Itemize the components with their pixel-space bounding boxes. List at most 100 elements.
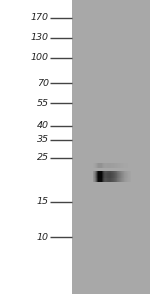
Bar [104,163,105,168]
Bar [114,173,115,178]
Bar [117,163,118,168]
Bar [93,171,94,181]
Bar [109,163,110,168]
Bar [100,173,101,178]
Bar [127,173,128,178]
Bar [104,173,105,178]
Bar [94,171,95,181]
Bar [99,171,100,181]
Text: 35: 35 [37,136,49,144]
Bar [119,171,120,181]
Bar [112,171,113,181]
Bar [102,171,103,181]
Bar [118,163,119,168]
Text: 10: 10 [37,233,49,241]
Bar [111,173,112,178]
Bar [124,163,125,168]
Bar [93,173,94,178]
Bar [93,163,94,168]
Bar [106,171,107,181]
Bar [125,173,126,178]
Bar [109,173,110,178]
Bar [108,171,109,181]
Bar [119,163,120,168]
Bar [98,173,99,178]
Bar [120,163,121,168]
Text: 100: 100 [31,54,49,63]
Bar [104,171,105,181]
Bar [121,173,122,178]
Bar [124,171,125,181]
Bar [123,171,124,181]
Bar [108,173,109,178]
Bar [100,163,101,168]
Bar [94,173,95,178]
Bar [98,163,99,168]
Bar [105,171,106,181]
Bar [105,173,106,178]
Bar [101,173,102,178]
Bar [122,173,123,178]
Bar [106,163,107,168]
Bar [96,171,97,181]
Bar [119,173,120,178]
Bar [96,173,97,178]
Text: 55: 55 [37,98,49,108]
Bar [98,171,99,181]
Bar [122,171,123,181]
Bar [95,163,96,168]
Bar [108,163,109,168]
Bar [105,163,106,168]
Bar [115,173,116,178]
Bar [97,163,98,168]
Bar [110,173,111,178]
Bar [101,163,102,168]
Bar [121,163,122,168]
Text: 170: 170 [31,14,49,23]
Bar [107,171,108,181]
Bar [103,173,104,178]
Bar [111,171,112,181]
Bar [129,171,130,181]
Bar [125,163,126,168]
Bar [110,163,111,168]
Bar [115,171,116,181]
Bar [114,171,115,181]
Bar [128,171,129,181]
Bar [106,173,107,178]
Bar [102,163,103,168]
Text: 40: 40 [37,121,49,131]
Bar [112,173,113,178]
Text: 70: 70 [37,78,49,88]
Bar [127,163,128,168]
Bar [116,173,117,178]
Bar [113,163,114,168]
Bar [123,173,124,178]
Bar [111,163,112,168]
Bar [117,173,118,178]
Bar [126,173,127,178]
Bar [97,173,98,178]
Text: 25: 25 [37,153,49,163]
Bar [94,163,95,168]
Bar [118,173,119,178]
Bar [116,171,117,181]
Bar [116,163,117,168]
Bar [113,173,114,178]
Bar [97,171,98,181]
Bar [113,171,114,181]
Bar [102,173,103,178]
Bar [130,171,131,181]
Bar [127,171,128,181]
Bar [99,173,100,178]
Bar [72,0,150,294]
Bar [125,171,126,181]
Bar [100,171,101,181]
Bar [99,163,100,168]
Bar [126,163,127,168]
Bar [96,163,97,168]
Bar [118,171,119,181]
Bar [95,171,96,181]
Bar [109,171,110,181]
Bar [103,171,104,181]
